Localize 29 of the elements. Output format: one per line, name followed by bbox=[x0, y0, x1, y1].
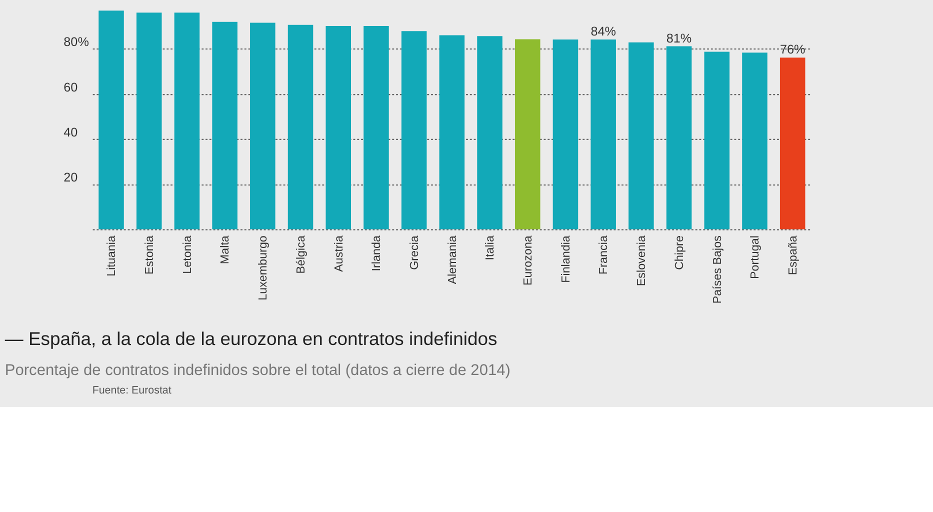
text: — España, a la cola de la eurozona en contratos indefinidos bbox=[4, 328, 498, 349]
x-tick-label: Letonia bbox=[180, 235, 194, 274]
x-tick-label: Lituania bbox=[105, 235, 118, 276]
x-tick-label: Italia bbox=[484, 235, 497, 260]
x-tick-label: Luxemburgo bbox=[256, 236, 270, 300]
y-tick-label: 20 bbox=[64, 170, 78, 185]
y-tick-label: 60 bbox=[64, 80, 78, 94]
x-tick-label: Bélgica bbox=[294, 235, 308, 274]
x-tick-label: Países Bajos bbox=[710, 235, 724, 304]
x-tick-label: Finlandia bbox=[559, 235, 572, 283]
x-tick-label: Eurozona bbox=[522, 235, 535, 286]
x-tick-label: Grecia bbox=[408, 235, 421, 270]
x-tick-label: Irlanda bbox=[370, 235, 384, 272]
data-label: 84% bbox=[590, 24, 616, 39]
data-label: 81% bbox=[666, 31, 692, 46]
source-note: Fuente: Eurostat bbox=[92, 384, 172, 396]
data-label: 76% bbox=[780, 42, 806, 57]
y-tick-label: 80% bbox=[64, 35, 89, 50]
text: Porcentaje de contratos indefinidos sobre el total (datos a cierre de 2014) bbox=[4, 362, 510, 380]
x-tick-label: Francia bbox=[597, 235, 610, 274]
x-tick-label: Alemania bbox=[446, 235, 459, 284]
x-tick-label: España bbox=[786, 235, 800, 276]
y-tick-label: 40 bbox=[64, 125, 78, 140]
x-tick-label: Malta bbox=[218, 235, 232, 264]
x-tick-label: Portugal bbox=[748, 236, 762, 279]
x-tick-label: Estonia bbox=[142, 235, 156, 274]
x-tick-label: Eslovenia bbox=[635, 235, 648, 286]
x-tick-label: Chipre bbox=[672, 236, 686, 270]
x-tick-label: Austria bbox=[332, 235, 346, 272]
